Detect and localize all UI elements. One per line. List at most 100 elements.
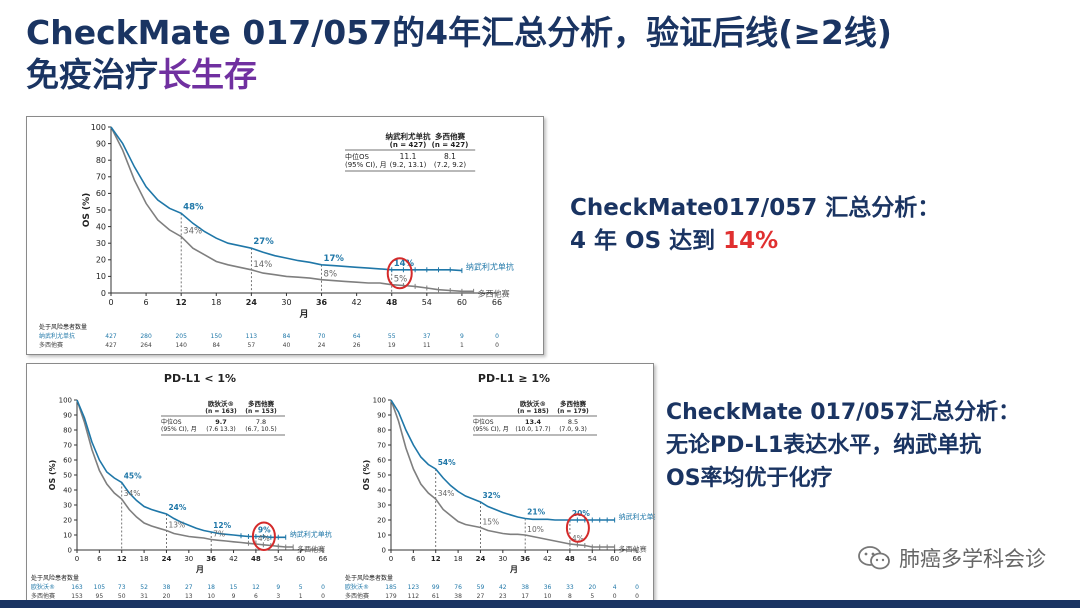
table-col1-median: 9.7 [215, 418, 227, 426]
risk-table-header: 处于风险患者数量 [39, 323, 87, 331]
x-tick-label: 18 [140, 555, 149, 563]
risk-cell: 27 [477, 593, 485, 600]
nivolumab-series-label: 纳武利尤单抗 [290, 529, 332, 538]
x-tick-label: 48 [565, 555, 575, 563]
risk-cell: 50 [118, 593, 126, 600]
docetaxel-rate-label: 15% [482, 518, 499, 527]
risk-cell: 10 [207, 593, 215, 600]
risk-cell: 33 [566, 584, 574, 591]
y-tick-label: 70 [96, 173, 106, 182]
risk-cell: 15 [230, 584, 238, 591]
table-col2-ci: (7.0, 9.3) [559, 426, 587, 433]
table-col1-n: (n = 163) [205, 408, 237, 415]
risk-cell: 1 [299, 593, 303, 600]
risk-cell: 0 [495, 342, 499, 349]
risk-cell: 11 [423, 342, 431, 349]
x-tick-label: 18 [211, 298, 221, 307]
y-tick-label: 80 [96, 156, 106, 165]
table-col2-head: 多西他赛 [560, 399, 587, 408]
docetaxel-rate-label: 34% [183, 227, 202, 237]
risk-cell: 179 [385, 593, 397, 600]
x-tick-label: 42 [352, 298, 362, 307]
nivolumab-rate-label: 54% [438, 458, 456, 467]
docetaxel-rate-label: 7% [213, 530, 225, 539]
risk-cell: 427 [105, 333, 117, 340]
y-tick-label: 10 [63, 531, 72, 539]
y-tick-label: 40 [63, 486, 72, 494]
table-row-label2: (95% CI), 月 [345, 161, 387, 169]
nivolumab-rate-label: 45% [124, 472, 142, 481]
nivolumab-rate-label: 12% [213, 521, 231, 530]
risk-cell: 3 [276, 593, 280, 600]
table-col2-median: 8.1 [444, 152, 456, 161]
risk-cell: 99 [432, 584, 440, 591]
y-tick-label: 100 [91, 123, 106, 132]
side-summary-2: CheckMate 017/057汇总分析： 无论PD-L1表达水平，纳武单抗 … [666, 396, 1020, 495]
y-tick-label: 20 [63, 516, 72, 524]
risk-cell: 38 [163, 584, 171, 591]
risk-cell: 73 [118, 584, 126, 591]
risk-cell: 76 [454, 584, 462, 591]
risk-cell: 61 [432, 593, 440, 600]
docetaxel-rate-label: 4% [258, 534, 270, 543]
risk-cell: 20 [588, 584, 596, 591]
x-tick-label: 30 [281, 298, 291, 307]
side-summary-1-line2-plain: 4 年 OS 达到 [570, 228, 724, 254]
table-col2-n: (n = 427) [432, 141, 469, 149]
y-tick-label: 70 [63, 441, 72, 449]
docetaxel-rate-label: 34% [438, 489, 455, 498]
risk-row-label: 纳武利尤单抗 [39, 332, 75, 340]
y-tick-label: 30 [377, 501, 386, 509]
x-tick-label: 66 [319, 555, 328, 563]
risk-cell: 23 [499, 593, 507, 600]
risk-cell: 264 [140, 342, 152, 349]
docetaxel-series-label: 多西他赛 [297, 545, 325, 554]
x-axis-label: 月 [195, 565, 204, 574]
x-tick-label: 60 [457, 298, 467, 307]
table-col2-median: 8.5 [568, 418, 578, 426]
risk-cell: 0 [321, 593, 325, 600]
y-tick-label: 40 [377, 486, 386, 494]
table-col1-median: 11.1 [400, 152, 417, 161]
risk-cell: 57 [248, 342, 256, 349]
y-tick-label: 90 [377, 411, 386, 419]
risk-table-header: 处于风险患者数量 [345, 574, 393, 582]
y-axis-label: OS (%) [48, 460, 57, 491]
x-tick-label: 0 [389, 555, 393, 563]
risk-cell: 5 [299, 584, 303, 591]
nivolumab-rate-label: 24% [168, 503, 186, 512]
nivolumab-curve [76, 399, 286, 539]
risk-cell: 0 [321, 584, 325, 591]
nivolumab-rate-label: 32% [482, 491, 500, 500]
y-tick-label: 40 [96, 222, 106, 231]
risk-cell: 1 [460, 342, 464, 349]
watermark: 肺癌多学科会诊 [857, 543, 1046, 573]
risk-cell: 0 [495, 333, 499, 340]
risk-cell: 38 [521, 584, 529, 591]
risk-cell: 113 [246, 333, 258, 340]
y-tick-label: 30 [63, 501, 72, 509]
table-col2-head: 多西他赛 [248, 399, 275, 408]
risk-cell: 0 [635, 593, 639, 600]
table-row-label2: (95% CI), 月 [161, 426, 197, 433]
risk-cell: 26 [353, 342, 361, 349]
y-tick-label: 80 [63, 426, 72, 434]
x-tick-label: 0 [75, 555, 79, 563]
docetaxel-curve [390, 399, 615, 548]
x-tick-label: 66 [633, 555, 642, 563]
risk-cell: 36 [544, 584, 552, 591]
y-tick-label: 100 [59, 396, 72, 404]
nivolumab-rate-label: 9% [258, 526, 271, 535]
x-tick-label: 36 [206, 555, 216, 563]
table-col1-head: 纳武利尤单抗 [386, 131, 431, 141]
table-col2-median: 7.8 [256, 418, 266, 426]
y-tick-label: 60 [377, 456, 386, 464]
nivolumab-curve [390, 399, 615, 521]
risk-cell: 140 [175, 342, 187, 349]
risk-cell: 6 [254, 593, 258, 600]
docetaxel-rate-label: 14% [253, 260, 272, 270]
table-col1-ci: (7.6 13.3) [206, 426, 236, 433]
wechat-icon [858, 546, 890, 570]
risk-cell: 17 [521, 593, 529, 600]
